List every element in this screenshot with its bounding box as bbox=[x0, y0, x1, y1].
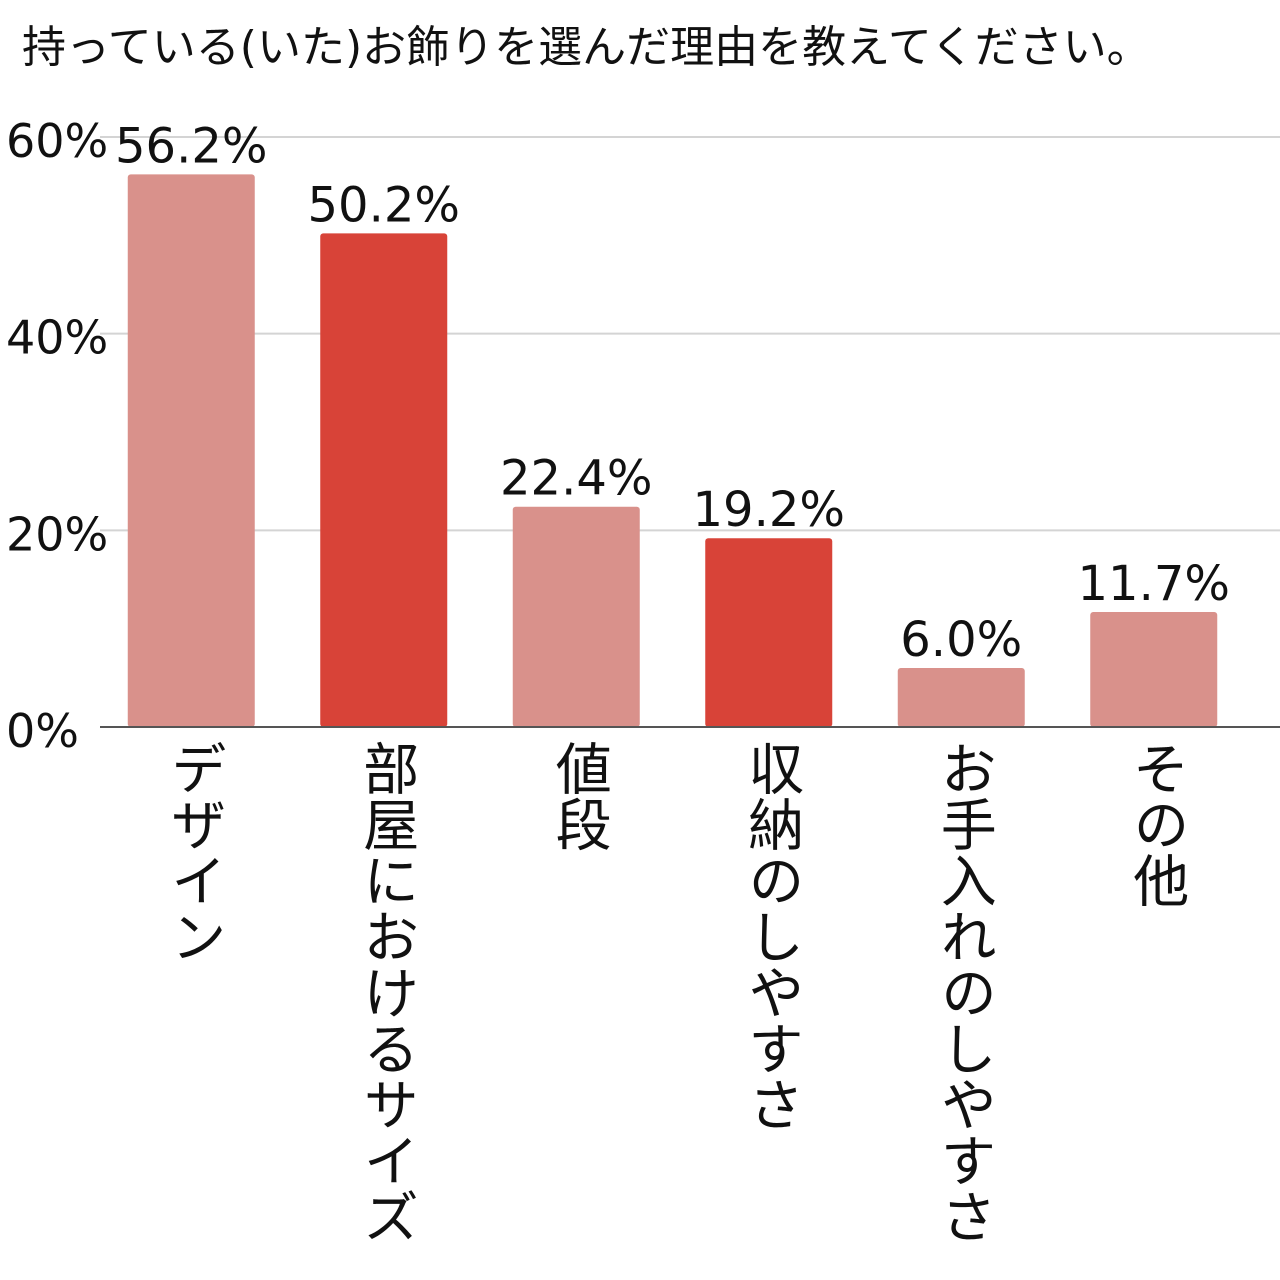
x-tick-label: デザイン bbox=[161, 740, 227, 964]
x-tick-label: 収納のしやすさ bbox=[738, 740, 804, 1132]
y-tick-label: 0% bbox=[6, 704, 79, 758]
x-tick-label: その他 bbox=[1123, 740, 1189, 908]
bar bbox=[320, 233, 448, 727]
y-tick-label: 40% bbox=[6, 311, 108, 365]
bar bbox=[127, 174, 255, 727]
data-label: 22.4% bbox=[500, 451, 652, 507]
bar bbox=[1090, 611, 1218, 727]
x-tick-label: お手入れのしやすさ bbox=[931, 740, 997, 1244]
data-label: 50.2% bbox=[308, 177, 460, 233]
data-label: 6.0% bbox=[900, 612, 1022, 668]
x-tick-label: 部屋におけるサイズ bbox=[353, 740, 419, 1244]
bar bbox=[705, 538, 833, 727]
y-tick-label: 20% bbox=[6, 507, 108, 561]
bar bbox=[512, 506, 640, 727]
x-tick-label: 値段 bbox=[546, 740, 612, 852]
chart-title: 持っている(いた)お飾りを選んだ理由を教えてください。 bbox=[22, 22, 1151, 73]
data-label: 11.7% bbox=[1078, 556, 1230, 612]
bar bbox=[897, 668, 1025, 727]
data-label: 19.2% bbox=[693, 482, 845, 538]
y-tick-label: 60% bbox=[6, 114, 108, 168]
data-label: 56.2% bbox=[115, 118, 267, 174]
